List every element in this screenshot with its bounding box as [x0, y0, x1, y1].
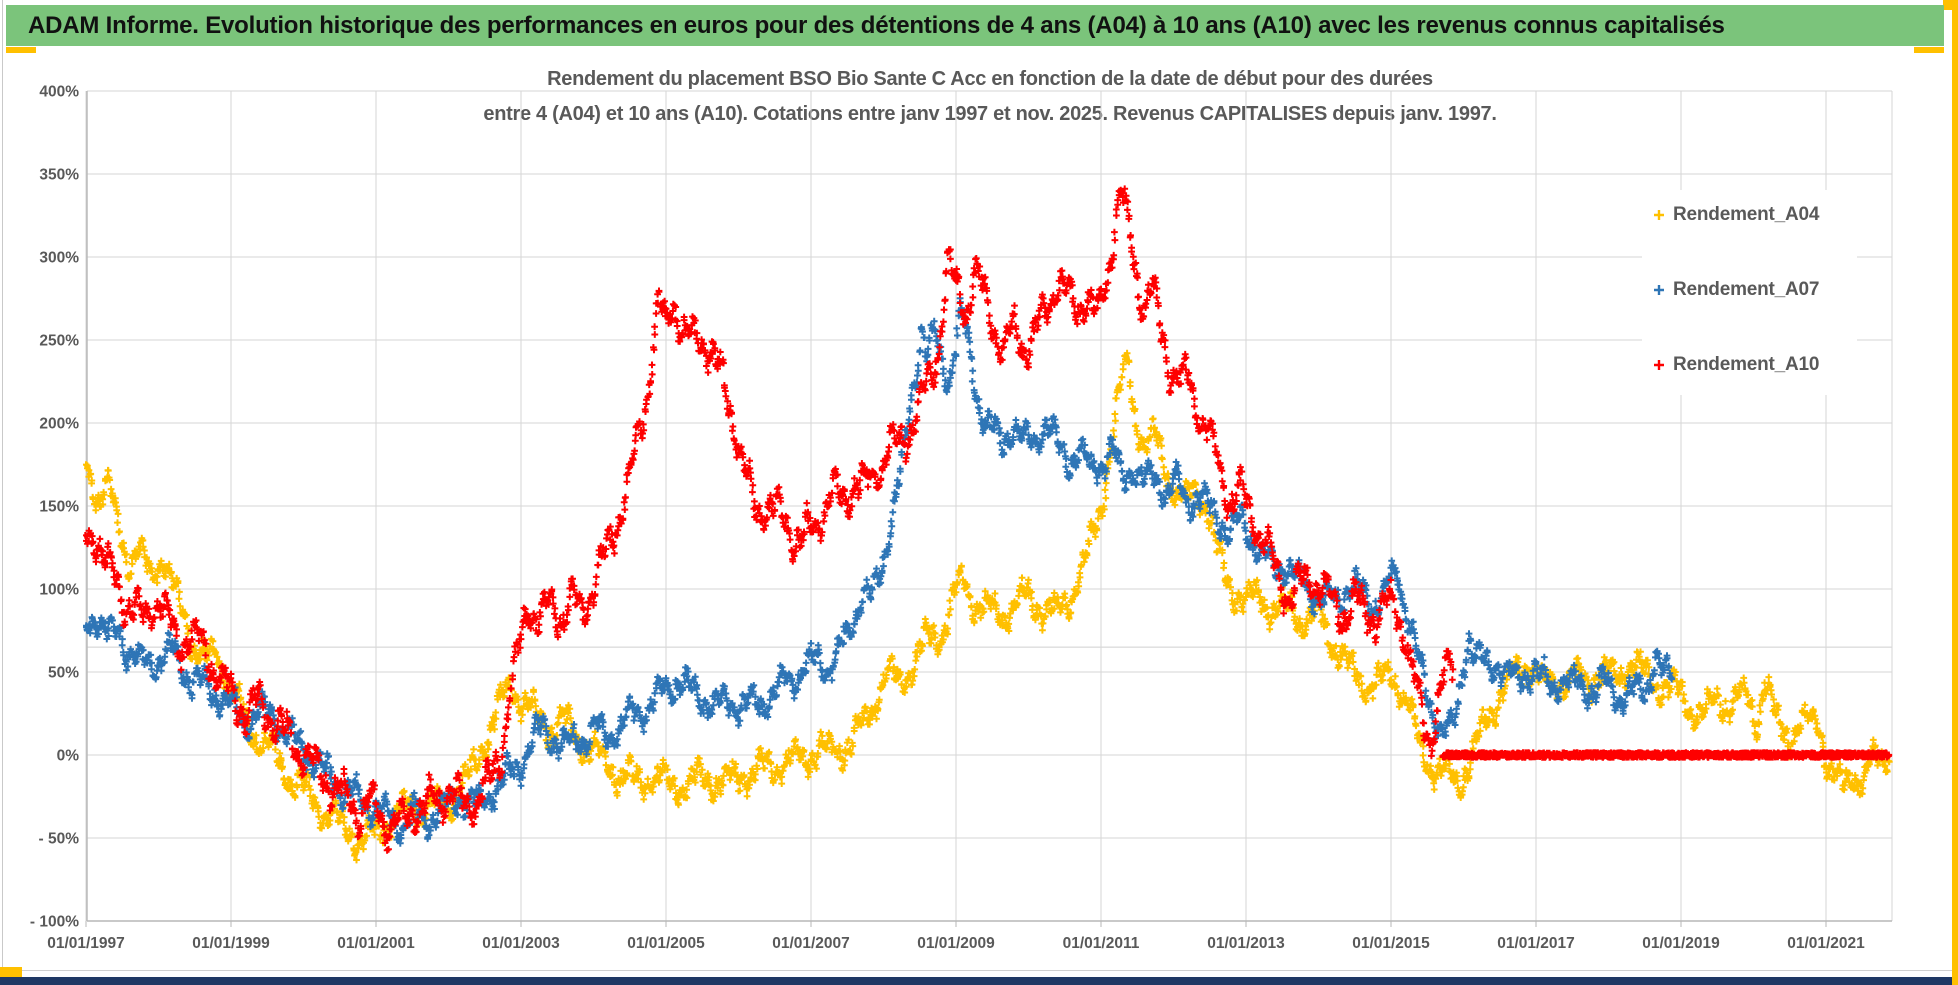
series-points-rendement_a10[interactable] [82, 185, 1457, 854]
x-axis-label: 01/01/1997 [47, 935, 125, 952]
y-axis-label: 0% [57, 748, 80, 765]
x-axis-label: 01/01/2001 [337, 935, 415, 952]
legend-label: Rendement_A04 [1673, 204, 1820, 225]
y-axis-label: 200% [39, 416, 79, 433]
x-axis-label: 01/01/2011 [1063, 935, 1140, 952]
x-axis-label: 01/01/2013 [1207, 935, 1285, 952]
top-right-yellow-accent [1943, 0, 1952, 10]
right-edge-accent-bar [1952, 0, 1958, 985]
chart-title-line2: entre 4 (A04) et 10 ans (A10). Cotations… [483, 103, 1497, 125]
series-points-rendement_a10_zero_flat[interactable] [1439, 749, 1893, 761]
bottom-left-yellow-accent [0, 967, 22, 977]
y-axis-label: 250% [39, 333, 79, 350]
x-axis-label: 01/01/1999 [192, 935, 270, 952]
y-axis-label: 350% [39, 167, 79, 184]
series-group [82, 185, 1893, 864]
x-axis-label: 01/01/2009 [917, 935, 995, 952]
chart-legend: Rendement_A04 Rendement_A07 Rendement_A10 [1642, 190, 1857, 395]
chart-title: Rendement du placement BSO Bio Sante C A… [90, 62, 1890, 132]
legend-item-rendement_a07[interactable]: Rendement_A07 [1652, 277, 1857, 303]
header-underline-accent-left [6, 47, 36, 53]
bottom-navy-strip [0, 977, 1952, 985]
chart-title-line1: Rendement du placement BSO Bio Sante C A… [547, 68, 1433, 90]
left-edge-border [2, 0, 3, 985]
legend-plus-marker-icon [1654, 210, 1664, 220]
y-axis-label: 50% [48, 665, 79, 682]
header-underline-accent-right [1914, 47, 1944, 53]
bottom-separator-line [0, 970, 1952, 971]
header-title: ADAM Informe. Evolution historique des p… [28, 11, 1725, 39]
y-axis-label: 400% [39, 84, 79, 101]
series-points-rendement_a07[interactable] [83, 294, 1676, 847]
header-banner: ADAM Informe. Evolution historique des p… [6, 5, 1944, 46]
y-axis-label: - 100% [30, 914, 79, 931]
y-axis-label: - 50% [39, 831, 80, 848]
legend-label: Rendement_A10 [1673, 354, 1820, 375]
x-axis-label: 01/01/2021 [1787, 935, 1865, 952]
y-axis-label: 150% [39, 499, 79, 516]
legend-plus-marker-icon [1654, 285, 1664, 295]
legend-item-rendement_a10[interactable]: Rendement_A10 [1652, 352, 1857, 378]
x-axis-label: 01/01/2015 [1352, 935, 1430, 952]
x-axis-label: 01/01/2005 [627, 935, 705, 952]
legend-plus-marker-icon [1654, 360, 1664, 370]
x-axis-label: 01/01/2019 [1642, 935, 1720, 952]
legend-label: Rendement_A07 [1673, 279, 1820, 300]
y-axis-label: 300% [39, 250, 79, 267]
x-axis-label: 01/01/2017 [1497, 935, 1575, 952]
x-axis-label: 01/01/2003 [482, 935, 560, 952]
x-axis-label: 01/01/2007 [772, 935, 850, 952]
y-axis-label: 100% [39, 582, 79, 599]
legend-item-rendement_a04[interactable]: Rendement_A04 [1652, 202, 1857, 228]
